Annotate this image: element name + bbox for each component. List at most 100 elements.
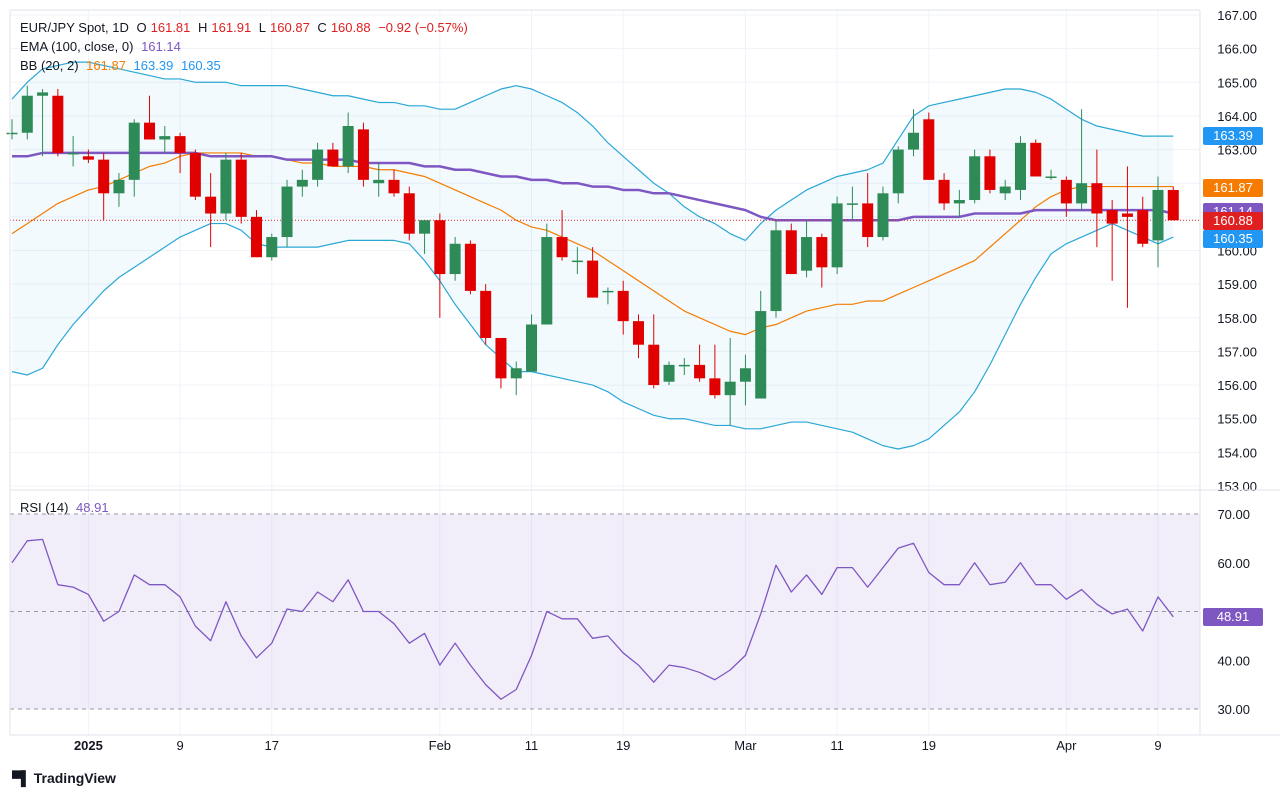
candle-body[interactable] — [373, 179, 385, 184]
candle-body[interactable] — [419, 220, 431, 234]
candle-body[interactable] — [495, 337, 507, 379]
candle-body[interactable] — [785, 230, 797, 275]
candle-body[interactable] — [1045, 176, 1057, 178]
candle-body[interactable] — [709, 378, 721, 396]
candle-body[interactable] — [1152, 189, 1164, 241]
candle-body[interactable] — [617, 290, 629, 322]
candle-body[interactable] — [816, 237, 828, 268]
bollinger-lower-line[interactable] — [11, 222, 1174, 450]
candle-body[interactable] — [434, 220, 446, 275]
candle-body[interactable] — [281, 186, 293, 238]
candle-body[interactable] — [67, 152, 79, 155]
candle-body[interactable] — [831, 203, 843, 268]
candle-body[interactable] — [587, 260, 599, 298]
candle-body[interactable] — [312, 149, 324, 180]
price-axis-tick-label: 154.00 — [1217, 445, 1257, 460]
candle-body[interactable] — [739, 368, 751, 382]
candle-body[interactable] — [250, 216, 262, 258]
time-axis-tick-label: 9 — [1154, 738, 1161, 753]
price-badge: 160.35 — [1203, 229, 1263, 248]
candle-body[interactable] — [1076, 183, 1088, 204]
candle-body[interactable] — [98, 159, 110, 194]
ema-label: EMA (100, close, 0) — [20, 39, 134, 54]
candle-body[interactable] — [526, 324, 538, 372]
brand-label: TradingView — [33, 770, 116, 786]
candle-body[interactable] — [694, 364, 706, 379]
candle-body[interactable] — [266, 237, 278, 258]
candle-body[interactable] — [556, 237, 568, 258]
candle-body[interactable] — [205, 196, 217, 214]
candle-body[interactable] — [128, 122, 140, 180]
rsi-line[interactable] — [11, 538, 1174, 700]
candle-body[interactable] — [648, 344, 660, 386]
candle-body[interactable] — [357, 129, 369, 180]
candle-body[interactable] — [174, 136, 186, 153]
symbol-label[interactable]: EUR/JPY Spot, 1D — [20, 20, 129, 35]
time-axis-tick-label: 2025 — [74, 738, 103, 753]
candle-body[interactable] — [480, 290, 492, 338]
candle-body[interactable] — [1030, 142, 1042, 177]
candle-body[interactable] — [1060, 179, 1072, 204]
candle-body[interactable] — [892, 149, 904, 194]
candle-body[interactable] — [602, 290, 614, 293]
candle-body[interactable] — [21, 95, 33, 133]
candle-body[interactable] — [403, 193, 415, 234]
candle-body[interactable] — [862, 203, 874, 238]
candle-body[interactable] — [632, 321, 644, 345]
candle-body[interactable] — [724, 381, 736, 396]
candle-body[interactable] — [541, 237, 553, 325]
bb-mid-value: 161.87 — [86, 58, 126, 73]
candle-body[interactable] — [52, 95, 64, 153]
candle-body[interactable] — [663, 364, 675, 382]
price-axis-tick-label: 165.00 — [1217, 75, 1257, 90]
time-axis-tick-label: 19 — [616, 738, 630, 753]
candle-body[interactable] — [969, 156, 981, 201]
candle-body[interactable] — [144, 122, 156, 140]
candle-body[interactable] — [877, 193, 889, 238]
candle-body[interactable] — [999, 186, 1011, 194]
ema-line[interactable] — [12, 151, 1174, 222]
candle-body[interactable] — [6, 132, 18, 135]
tradingview-logo[interactable]: ▀▌ TradingView — [12, 770, 116, 786]
candle-body[interactable] — [923, 119, 935, 180]
candle-body[interactable] — [1121, 213, 1133, 217]
candle-body[interactable] — [113, 179, 125, 194]
bollinger-upper-line[interactable] — [11, 61, 1174, 242]
candle-body[interactable] — [678, 364, 690, 367]
bb-lower-value: 160.35 — [180, 58, 221, 73]
candle-body[interactable] — [82, 156, 94, 160]
candle-body[interactable] — [770, 230, 782, 312]
candle-body[interactable] — [1137, 210, 1149, 244]
candle-body[interactable] — [846, 203, 858, 205]
candle-body[interactable] — [159, 136, 171, 140]
rsi-legend[interactable]: RSI (14) 48.91 — [20, 500, 113, 515]
candle-body[interactable] — [37, 92, 49, 96]
candle-body[interactable] — [1167, 189, 1179, 221]
candle-body[interactable] — [953, 200, 965, 204]
bb-legend[interactable]: BB (20, 2) 161.87 163.39 160.35 — [20, 58, 225, 73]
candle-body[interactable] — [296, 179, 308, 187]
candle-body[interactable] — [1091, 183, 1103, 214]
candle-body[interactable] — [984, 156, 996, 190]
candle-body[interactable] — [449, 243, 461, 275]
candle-body[interactable] — [571, 260, 583, 263]
time-axis-tick-label: Apr — [1056, 738, 1077, 753]
candle-body[interactable] — [908, 132, 920, 150]
candle-body[interactable] — [938, 179, 950, 204]
candle-body[interactable] — [1014, 142, 1026, 190]
candle-body[interactable] — [1106, 210, 1118, 224]
candle-body[interactable] — [327, 149, 339, 167]
candle-body[interactable] — [220, 159, 232, 214]
ema-legend[interactable]: EMA (100, close, 0) 161.14 — [20, 39, 185, 54]
candle-body[interactable] — [801, 237, 813, 271]
rsi-badge: 48.91 — [1203, 607, 1263, 626]
candle-body[interactable] — [342, 126, 354, 167]
candle-body[interactable] — [510, 368, 522, 379]
candle-body[interactable] — [755, 311, 767, 399]
candle-body[interactable] — [388, 179, 400, 194]
candle-body[interactable] — [464, 243, 476, 291]
close-value: 160.88 — [330, 20, 371, 35]
candle-body[interactable] — [235, 159, 247, 217]
candle-body[interactable] — [189, 152, 201, 197]
